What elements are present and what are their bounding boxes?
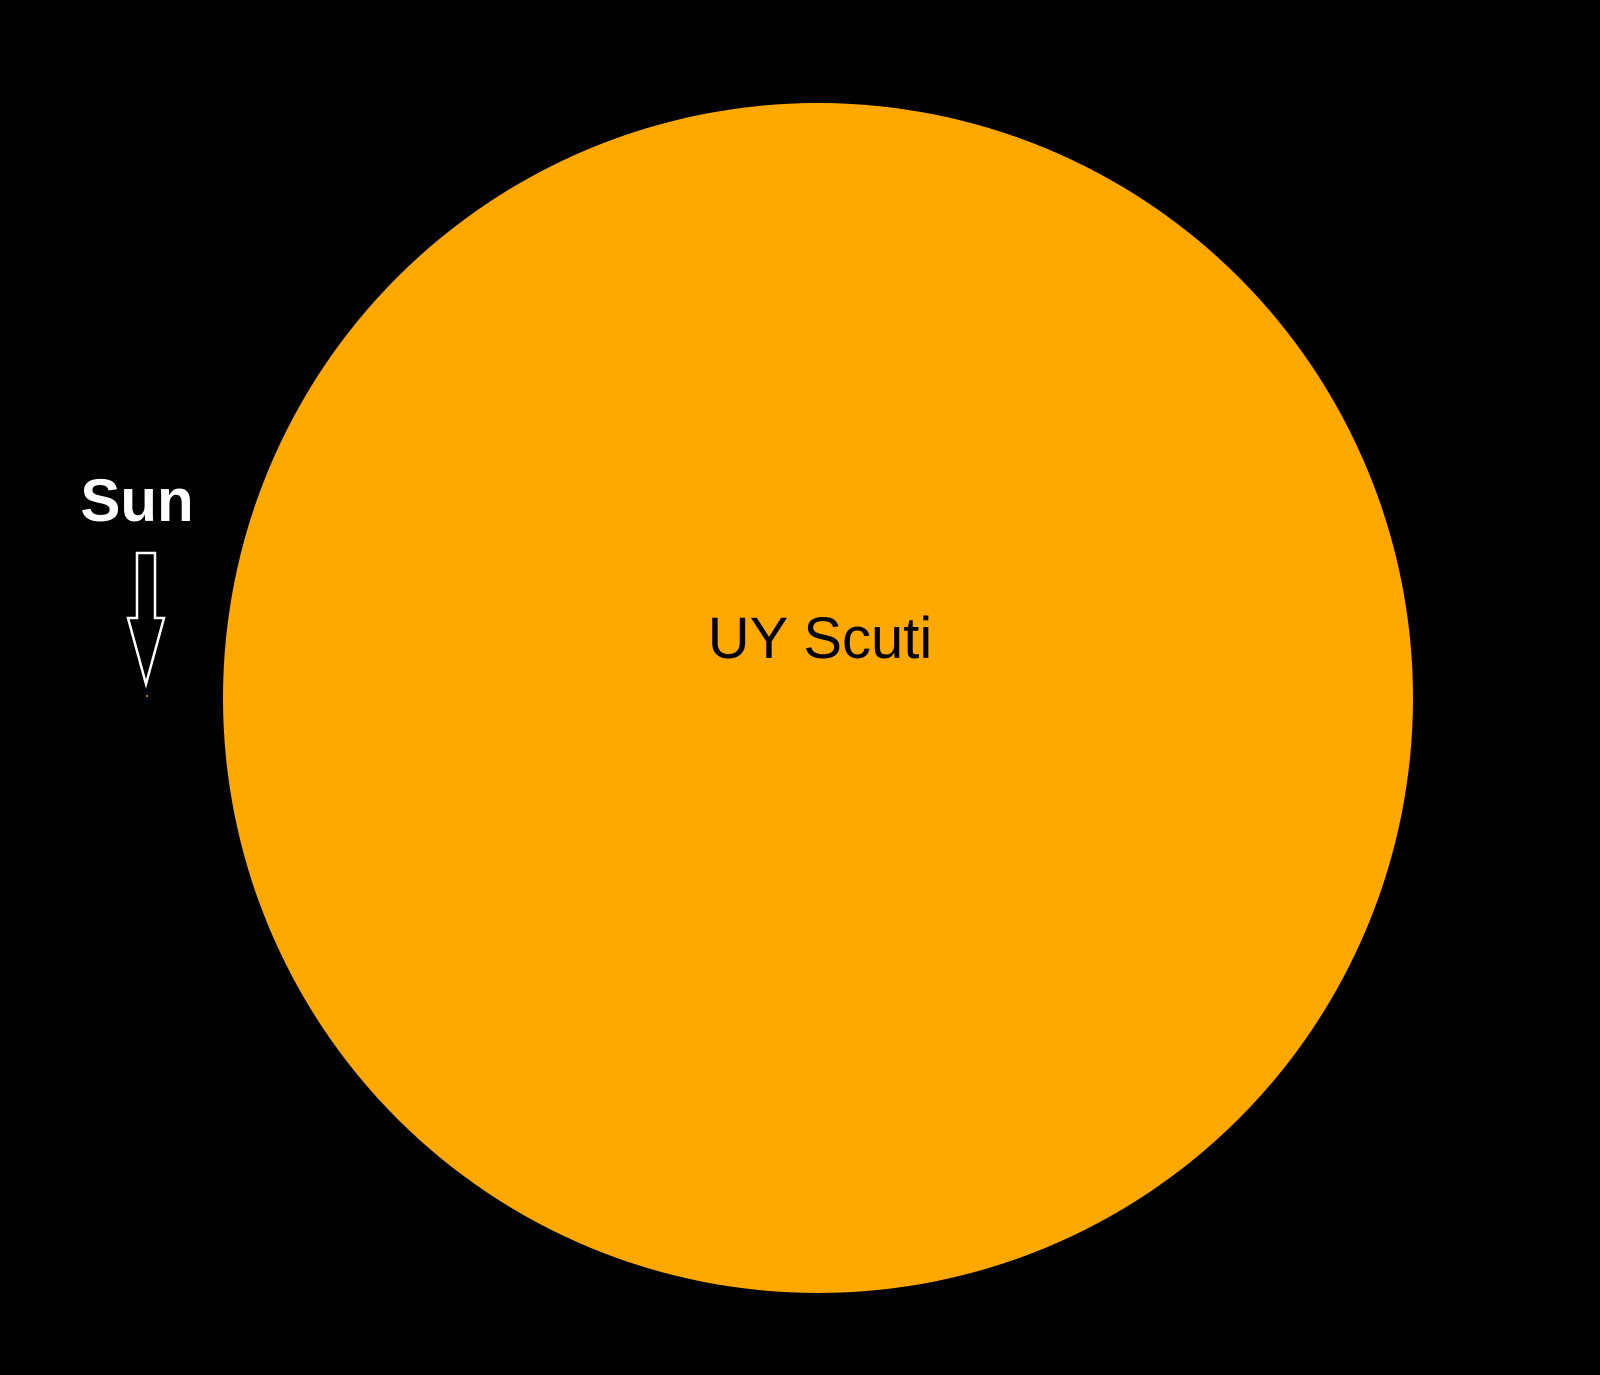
uy-scuti-label: UY Scuti (708, 606, 933, 671)
down-arrow-icon (126, 551, 166, 689)
uy-scuti-circle (223, 103, 1413, 1293)
sun-label: Sun (80, 467, 193, 534)
sun-dot (146, 695, 148, 697)
